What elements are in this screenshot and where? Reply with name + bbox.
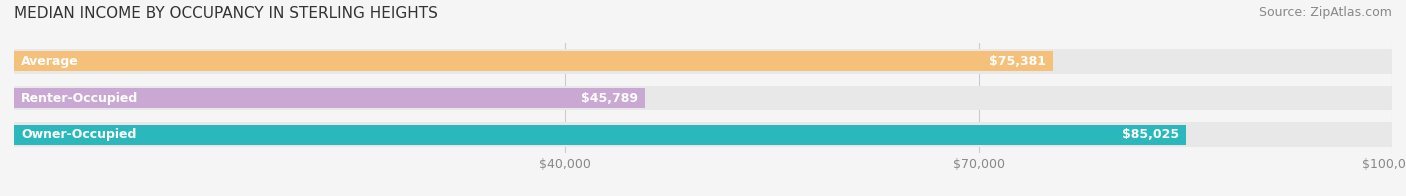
Text: Owner-Occupied: Owner-Occupied — [21, 128, 136, 141]
Bar — [14, 88, 645, 108]
Text: MEDIAN INCOME BY OCCUPANCY IN STERLING HEIGHTS: MEDIAN INCOME BY OCCUPANCY IN STERLING H… — [14, 6, 437, 21]
Text: Renter-Occupied: Renter-Occupied — [21, 92, 138, 104]
Bar — [14, 122, 1392, 147]
Bar — [14, 124, 1185, 145]
Bar — [14, 51, 1053, 72]
Text: $85,025: $85,025 — [1122, 128, 1178, 141]
Bar — [14, 49, 1392, 74]
Text: Average: Average — [21, 55, 79, 68]
Text: Source: ZipAtlas.com: Source: ZipAtlas.com — [1258, 6, 1392, 19]
Bar — [14, 86, 1392, 110]
Text: $45,789: $45,789 — [581, 92, 638, 104]
Text: $75,381: $75,381 — [988, 55, 1046, 68]
